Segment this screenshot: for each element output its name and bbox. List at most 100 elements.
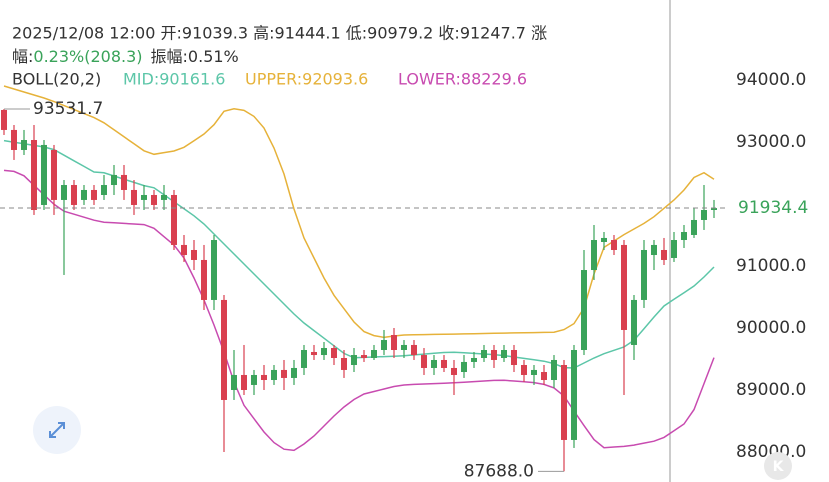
candle-body (461, 361, 467, 373)
y-tick-label: 88000.0 (736, 442, 806, 462)
candle-body (391, 334, 397, 350)
expand-button[interactable] (33, 406, 81, 454)
candle-body (581, 270, 587, 350)
boll-lower: LOWER:88229.6 (398, 70, 527, 89)
candle-body (141, 194, 147, 200)
candle-body (381, 340, 387, 350)
candle-body (501, 349, 507, 358)
candle-body (701, 209, 707, 220)
last-price-label: 91934.4 (738, 198, 808, 218)
y-tick-label: 91000.0 (736, 256, 806, 276)
candle-body (201, 259, 207, 300)
candle-body (241, 374, 247, 390)
candle-body (131, 189, 137, 205)
candle-body (181, 244, 187, 256)
candle-body (351, 355, 357, 366)
candle-body (411, 344, 417, 356)
candle-body (291, 367, 297, 378)
k-button[interactable]: K (764, 452, 792, 480)
candle-body (711, 208, 717, 210)
y-tick-label: 90000.0 (736, 318, 806, 338)
y-tick-label: 94000.0 (736, 70, 806, 90)
candle-body (221, 299, 227, 400)
candle-body (261, 374, 267, 381)
candle-body (191, 249, 197, 260)
y-tick-label: 93000.0 (736, 132, 806, 152)
candle-body (471, 357, 477, 362)
candle-body (71, 185, 77, 205)
candle-body (281, 369, 287, 378)
candle-body (11, 129, 17, 150)
candle-body (611, 240, 617, 250)
candle-body (361, 355, 367, 358)
candle-body (31, 139, 37, 210)
candle-body (571, 349, 577, 440)
boll-upper: UPPER:92093.6 (245, 70, 368, 89)
candle-body (631, 299, 637, 345)
info-prefix: 幅: (12, 47, 33, 66)
candle-body (561, 365, 567, 440)
candle-body (121, 174, 127, 190)
candle-body (301, 349, 307, 368)
change: 0.23%(208.3) (33, 47, 142, 66)
candle-body (41, 144, 47, 205)
candle-body (331, 348, 337, 358)
candle-body (421, 355, 427, 368)
candle-body (371, 349, 377, 358)
candle-body (161, 194, 167, 200)
k-label: K (773, 459, 785, 475)
candle-body (111, 174, 117, 186)
candle-body (211, 240, 217, 300)
candle-body (101, 185, 107, 195)
candle-body (401, 344, 407, 350)
candle-body (61, 185, 67, 200)
candle-body (341, 357, 347, 370)
candle-body (621, 244, 627, 330)
candle-body (271, 369, 277, 381)
k-circle[interactable] (764, 452, 792, 480)
candle-body (451, 367, 457, 375)
candle-body (591, 240, 597, 271)
candle-body (691, 219, 697, 235)
candle-body (21, 139, 27, 150)
candle-body (601, 237, 607, 242)
candle-body (171, 194, 177, 245)
candle-body (311, 351, 317, 356)
candle-body (321, 348, 327, 356)
candle-body (651, 244, 657, 256)
candle-body (151, 194, 157, 205)
candle-body (641, 249, 647, 300)
plot: 88000.0 89000.0 90000.0 91000.0 93000.0 94000… (0, 70, 808, 481)
candle-body (91, 189, 97, 200)
candle-body (531, 369, 537, 375)
candle-body (231, 374, 237, 390)
candle-body (681, 232, 687, 241)
candle-body (511, 349, 517, 366)
candle-body (661, 249, 667, 260)
candle-body (541, 372, 547, 381)
candle-body (1, 109, 7, 130)
candle-body (671, 240, 677, 258)
candle-body (551, 359, 557, 381)
info-line: 幅:0.23%(208.3) 振幅:0.51% (12, 47, 239, 66)
expand-icon (49, 422, 65, 438)
candle-body (521, 365, 527, 375)
y-tick-label: 89000.0 (736, 380, 806, 400)
max-label: 93531.7 (33, 99, 103, 119)
band-line (3, 169, 715, 452)
candle-body (491, 349, 497, 360)
info-line: 2025/12/08 12:00 开:91039.3 高:91444.1 低:9… (12, 24, 547, 43)
candle-body (431, 359, 437, 368)
boll-mid: MID:90161.6 (123, 70, 225, 89)
candle-body (251, 374, 257, 385)
candle-body (441, 359, 447, 368)
min-label: 87688.0 (464, 461, 534, 481)
candle-body (51, 149, 57, 200)
candle-body (481, 349, 487, 358)
amplitude: 振幅:0.51% (151, 47, 239, 66)
boll-label: BOLL(20,2) (12, 70, 101, 89)
candle-body (81, 189, 87, 200)
